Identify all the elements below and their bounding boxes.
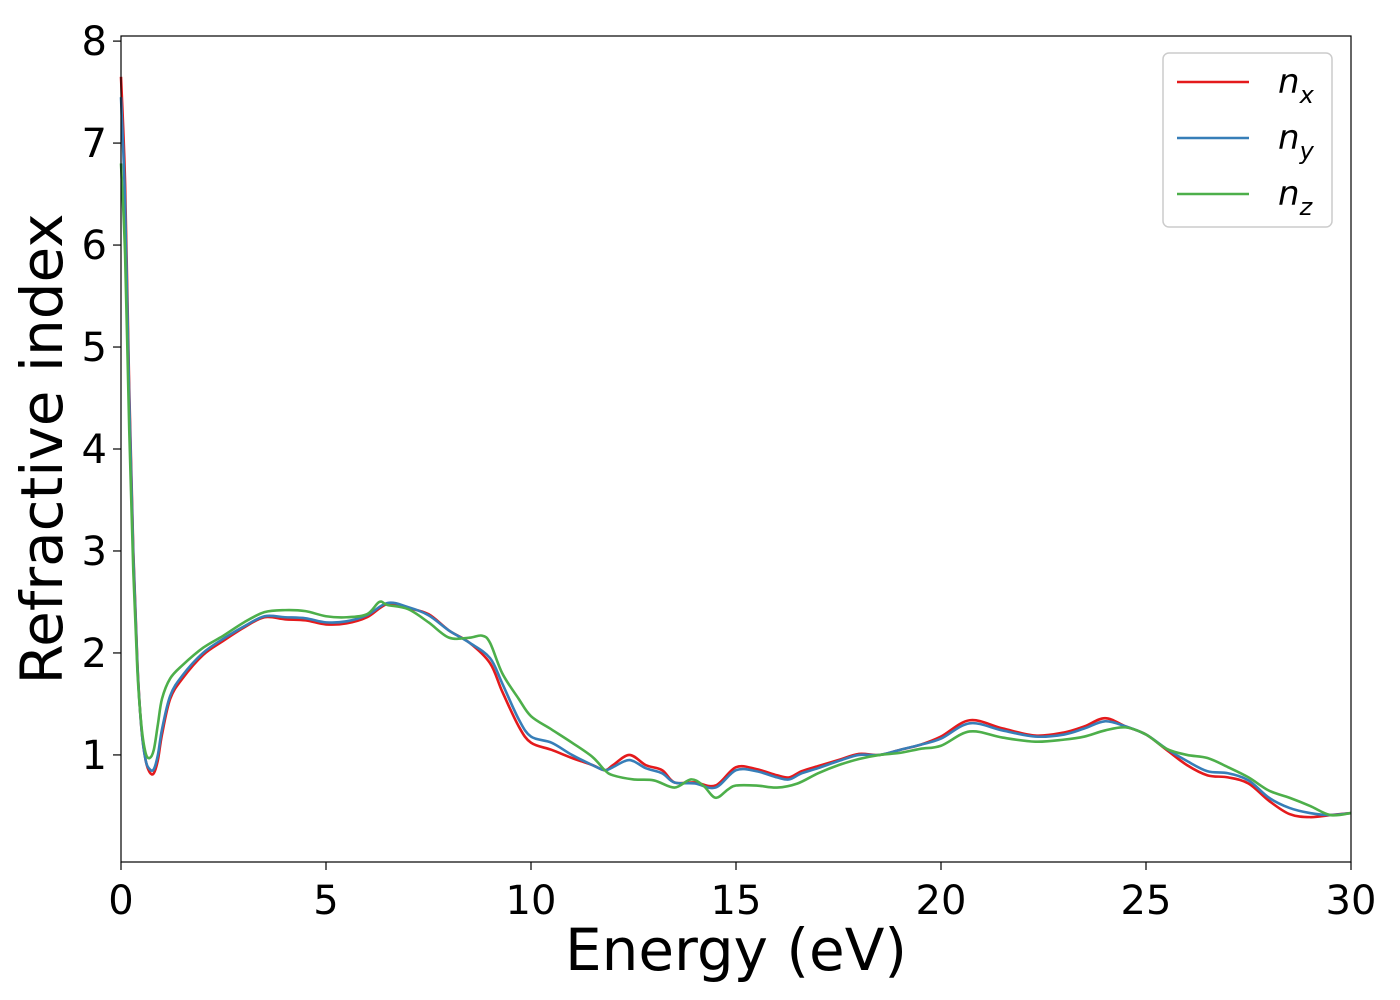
legend-label-main: n [1278, 118, 1300, 158]
series-line-ny [119, 97, 1352, 817]
y-tick-label: 3 [82, 529, 107, 575]
x-axis-title: Energy (eV) [565, 916, 907, 984]
x-tick-label: 10 [506, 878, 557, 924]
x-tick-label: 0 [108, 878, 133, 924]
x-tick-label: 20 [916, 878, 967, 924]
y-tick-label: 7 [82, 121, 107, 167]
legend-label-main: n [1278, 174, 1300, 214]
x-tick-label: 5 [313, 878, 338, 924]
series-layer [119, 76, 1352, 819]
x-tick-label: 30 [1326, 878, 1377, 924]
y-tick-label: 5 [82, 325, 107, 371]
y-tick-label: 2 [82, 631, 107, 677]
legend-label-nz: nz [1278, 174, 1314, 221]
y-tick-label: 1 [82, 733, 107, 779]
series-line-nz [119, 163, 1352, 817]
x-axis-ticks: 0 5 10 15 20 25 30 [108, 862, 1376, 924]
legend-label-ny: ny [1278, 118, 1315, 165]
plot-area [121, 36, 1351, 862]
y-axis-ticks: 1 2 3 4 5 6 7 8 [82, 19, 121, 779]
legend-label-nx: nx [1278, 62, 1315, 109]
x-tick-label: 15 [711, 878, 762, 924]
legend-box [1162, 52, 1333, 228]
x-tick-label: 25 [1121, 878, 1172, 924]
y-tick-label: 4 [82, 427, 107, 473]
legend-label-main: n [1278, 62, 1300, 102]
legend-label-subscript: y [1299, 137, 1315, 165]
y-tick-label: 8 [82, 19, 107, 65]
legend-label-subscript: x [1299, 81, 1315, 109]
y-axis-title: Refractive index [8, 213, 76, 684]
y-tick-label: 6 [82, 223, 107, 269]
legend-label-subscript: z [1299, 193, 1314, 221]
